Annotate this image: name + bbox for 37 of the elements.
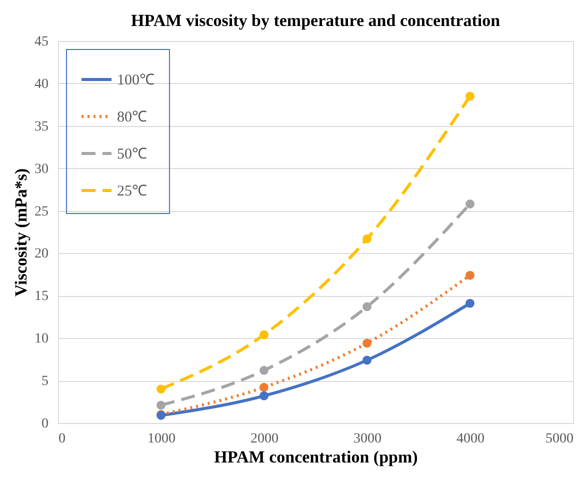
y-axis-title: Viscosity (mPa*s) [12, 168, 30, 297]
point [466, 92, 474, 101]
legend-label: 100℃ [117, 72, 154, 88]
point [466, 298, 474, 308]
x-tick-label: 4000 [456, 432, 484, 446]
y-tick-label: 45 [34, 34, 48, 50]
y-tick-label: 20 [34, 246, 48, 262]
point [362, 302, 372, 312]
y-tick-label: 0 [42, 416, 48, 432]
y-tick-label: 10 [34, 332, 48, 347]
point [362, 338, 372, 348]
y-tick-label: 40 [34, 76, 48, 92]
point [260, 366, 268, 375]
point [260, 330, 268, 340]
y-tick-label: 30 [34, 162, 48, 177]
y-tick-label: 5 [42, 374, 48, 390]
x-tick-label: 2000 [250, 432, 278, 446]
point [156, 400, 166, 410]
point [260, 391, 268, 400]
x-tick-label: 1000 [148, 432, 176, 446]
legend-label: 80℃ [117, 110, 147, 126]
point [156, 384, 166, 394]
legend-label: 25℃ [117, 184, 147, 200]
legend-label: 50℃ [117, 146, 147, 162]
point [466, 200, 474, 208]
y-tick-label: 25 [34, 204, 48, 220]
chart-title: HPAM viscosity by temperature and concentration [130, 11, 501, 30]
x-tick-label: 5000 [546, 432, 574, 446]
x-axis-title: HPAM concentration (ppm) [214, 448, 418, 466]
point [362, 234, 372, 244]
point [466, 270, 474, 280]
point [362, 356, 372, 365]
y-tick-label: 35 [34, 119, 48, 134]
x-tick-label: 3000 [354, 432, 382, 446]
y-tick-label: 15 [34, 289, 48, 304]
point [260, 382, 268, 392]
x-tick-label: 0 [58, 432, 66, 446]
